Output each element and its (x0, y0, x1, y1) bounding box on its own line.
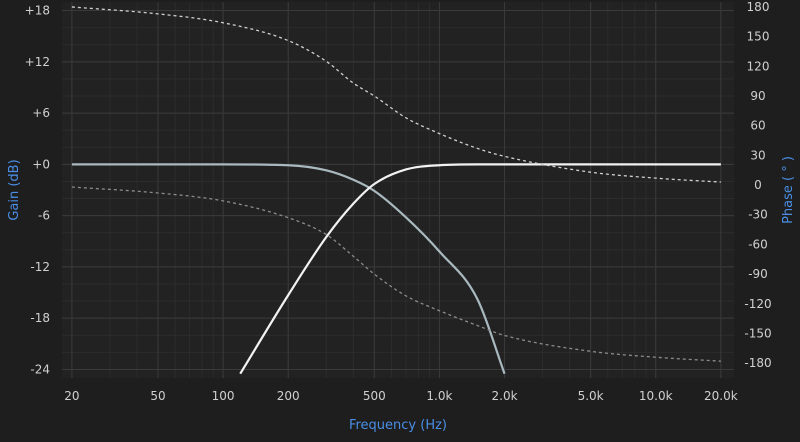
y-tick-label: -18 (30, 311, 50, 325)
y-axis-title: Gain (dB) (7, 159, 22, 220)
y-tick-label: +12 (25, 55, 50, 69)
phase-curve-4 (71, 186, 721, 362)
x-tick-label: 100 (212, 389, 235, 403)
y2-tick-label: 120 (747, 59, 770, 73)
gain-curve-1 (71, 163, 506, 375)
y2-tick-label: 90 (750, 89, 765, 103)
x-tick-label: 1.0k (426, 389, 452, 403)
plot-area (62, 2, 734, 378)
y2-tick-label: -90 (748, 267, 768, 281)
y2-tick-label: 30 (750, 148, 765, 162)
x-tick-label: 5.0k (578, 389, 604, 403)
x-tick-label: 500 (363, 389, 386, 403)
y2-tick-label: -30 (748, 208, 768, 222)
y2-tick-label: -120 (744, 297, 771, 311)
y2-tick-label: -60 (748, 237, 768, 251)
y2-tick-label: 150 (747, 30, 770, 44)
series-layer (71, 6, 721, 375)
y2-axis-title: Phase ( ° ) (781, 156, 796, 224)
y2-tick-label: -150 (744, 326, 771, 340)
y-tick-label: -24 (30, 362, 50, 376)
x-tick-label: 20.0k (704, 389, 738, 403)
y2-tick-label: -180 (744, 356, 771, 370)
phase-curve-3 (71, 6, 721, 183)
x-tick-label: 10.0k (639, 389, 673, 403)
x-tick-label: 200 (277, 389, 300, 403)
y-tick-label: +18 (25, 4, 50, 18)
y-tick-label: -12 (30, 260, 50, 274)
x-tick-label: 2.0k (492, 389, 518, 403)
x-tick-label: 50 (150, 389, 165, 403)
gain-curve-2 (239, 163, 721, 375)
y2-tick-label: 60 (750, 119, 765, 133)
y-tick-label: +0 (32, 157, 50, 171)
x-axis-title: Frequency (Hz) (349, 418, 447, 433)
y2-tick-label: 180 (747, 0, 770, 14)
axis-tick-labels: 20 50 100 200 500 1.0k 2.0k 5.0k 10.0k 20.0k +18 +1… (25, 0, 772, 403)
major-grid (62, 2, 734, 378)
y2-tick-label: 0 (754, 178, 762, 192)
y-tick-label: +6 (32, 106, 50, 120)
y-tick-label: -6 (38, 209, 50, 223)
x-tick-label: 20 (64, 389, 79, 403)
